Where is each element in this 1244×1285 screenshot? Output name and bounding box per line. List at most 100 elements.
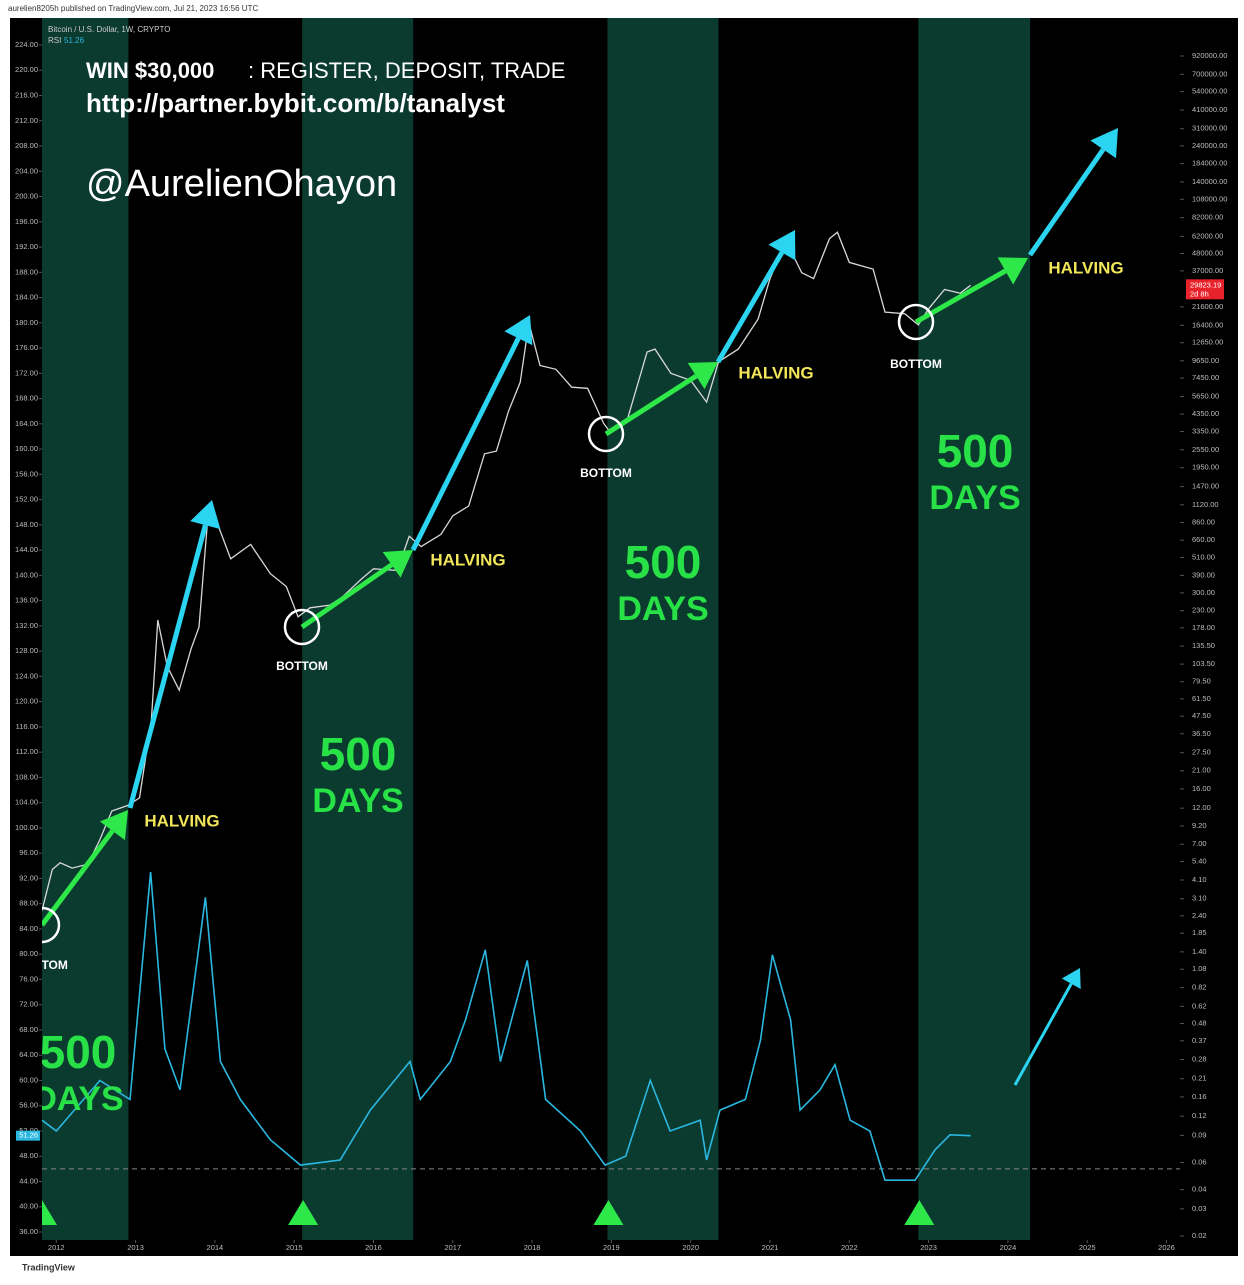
y2-tick-label: 7.00 — [1192, 839, 1207, 848]
arrow-shaft — [410, 337, 521, 552]
y2-tick-label: 4350.00 — [1192, 409, 1219, 418]
y-tick-label: 48.00 — [19, 1151, 38, 1160]
y2-tick-label: 0.16 — [1192, 1092, 1207, 1101]
annotation: 500 — [625, 536, 702, 588]
annotation: BOTTOM — [890, 357, 942, 371]
y2-tick-label: 0.21 — [1192, 1074, 1207, 1083]
y2-tick-label: 390.00 — [1192, 570, 1215, 579]
x-tick-label: 2020 — [682, 1243, 699, 1252]
y2-tick-label: 103.50 — [1192, 659, 1215, 668]
y2-tick-label: 4.10 — [1192, 875, 1207, 884]
y-tick-label: 160.00 — [15, 444, 38, 453]
y-tick-label: 168.00 — [15, 394, 38, 403]
y2-tick-label: 178.00 — [1192, 623, 1215, 632]
y-tick-label: 172.00 — [15, 368, 38, 377]
price-tag-label: 29823.19 — [1190, 280, 1221, 289]
promo: WIN $30,000 — [86, 58, 214, 83]
arrow-head — [1090, 128, 1118, 159]
y2-tick-label: 0.04 — [1192, 1185, 1207, 1194]
arrow-shaft — [42, 829, 115, 927]
y2-tick-label: 860.00 — [1192, 517, 1215, 526]
annotation: DAYS — [617, 590, 708, 628]
y2-tick-label: 184000.00 — [1192, 159, 1227, 168]
y-tick-label: 36.00 — [19, 1227, 38, 1236]
y2-tick-label: 16.00 — [1192, 784, 1211, 793]
watermark: aurelien8205h published on TradingView.c… — [8, 4, 258, 13]
y2-tick-label: 1.08 — [1192, 964, 1207, 973]
arrow-head — [1061, 968, 1081, 989]
x-tick-label: 2015 — [286, 1243, 303, 1252]
countdown: 2d 8h — [1190, 289, 1209, 298]
y-tick-label: 44.00 — [19, 1176, 38, 1185]
arrow-head — [190, 500, 221, 530]
y2-tick-label: 3.10 — [1192, 894, 1207, 903]
y-tick-label: 144.00 — [15, 545, 38, 554]
x-tick-label: 2022 — [841, 1243, 858, 1252]
y-tick-label: 116.00 — [16, 722, 38, 731]
x-tick-label: 2012 — [48, 1243, 65, 1252]
highlight-band — [302, 18, 414, 1240]
y2-tick-label: 700000.00 — [1192, 69, 1227, 78]
symbol-label: Bitcoin / U.S. Dollar, 1W, CRYPTO — [48, 25, 170, 34]
y2-tick-label: 1470.00 — [1192, 482, 1219, 491]
annotation: 500 — [320, 728, 397, 780]
y2-tick-label: 16400.00 — [1192, 320, 1223, 329]
y2-tick-label: 5.40 — [1192, 857, 1207, 866]
annotation: HALVING — [738, 363, 813, 382]
y2-tick-label: 2.40 — [1192, 911, 1207, 920]
y-tick-label: 124.00 — [15, 671, 38, 680]
highlight-band — [42, 18, 129, 1240]
rsi-tag-label: 51.26 — [19, 1131, 38, 1140]
annotation: DAYS — [312, 782, 403, 820]
y2-tick-label: 0.62 — [1192, 1001, 1207, 1010]
y-tick-label: 40.00 — [19, 1202, 38, 1211]
y-tick-label: 112.00 — [16, 747, 38, 756]
y2-tick-label: 7450.00 — [1192, 373, 1219, 382]
y-tick-label: 148.00 — [15, 520, 38, 529]
x-tick-label: 2018 — [524, 1243, 541, 1252]
series-line — [42, 231, 971, 911]
y-tick-label: 64.00 — [19, 1050, 38, 1059]
y2-tick-label: 0.09 — [1192, 1130, 1207, 1139]
y2-tick-label: 410000.00 — [1192, 105, 1227, 114]
y2-tick-label: 27.50 — [1192, 748, 1211, 757]
y2-tick-label: 920000.00 — [1192, 51, 1227, 60]
y2-tick-label: 21600.00 — [1192, 302, 1223, 311]
annotation: BOTTOM — [580, 466, 632, 480]
x-tick-label: 2017 — [444, 1243, 461, 1252]
x-tick-label: 2021 — [762, 1243, 779, 1252]
y-tick-label: 176.00 — [15, 343, 38, 352]
y2-tick-label: 140000.00 — [1192, 177, 1227, 186]
y2-tick-label: 12650.00 — [1192, 338, 1223, 347]
y2-tick-label: 135.50 — [1192, 641, 1215, 650]
y-tick-label: 196.00 — [15, 217, 38, 226]
y2-tick-label: 1.85 — [1192, 928, 1207, 937]
annotation: HALVING — [1048, 258, 1123, 277]
y2-tick-label: 108000.00 — [1192, 194, 1227, 203]
y2-tick-label: 12.00 — [1192, 803, 1211, 812]
y-tick-label: 72.00 — [19, 1000, 38, 1009]
annotation: DAYS — [32, 1080, 123, 1118]
annotation: BOTTOM — [276, 659, 328, 673]
y2-tick-label: 660.00 — [1192, 535, 1215, 544]
annotation: DAYS — [929, 479, 1020, 517]
y2-tick-label: 37000.00 — [1192, 266, 1223, 275]
y2-tick-label: 240000.00 — [1192, 141, 1227, 150]
y2-tick-label: 0.02 — [1192, 1231, 1207, 1240]
arrow-head — [997, 257, 1028, 285]
y2-tick-label: 0.28 — [1192, 1054, 1207, 1063]
y2-tick-label: 47.50 — [1192, 711, 1211, 720]
annotation: 500 — [40, 1026, 117, 1078]
y2-tick-label: 9.20 — [1192, 821, 1207, 830]
y2-tick-label: 3350.00 — [1192, 427, 1219, 436]
rsi-value: 51.26 — [64, 36, 85, 45]
highlight-band — [918, 18, 1031, 1240]
annotation: 500 — [937, 425, 1014, 477]
y2-tick-label: 9650.00 — [1192, 356, 1219, 365]
promo-detail: : REGISTER, DEPOSIT, TRADE — [248, 58, 565, 83]
y-tick-label: 104.00 — [15, 798, 38, 807]
y-tick-label: 92.00 — [19, 873, 38, 882]
y-tick-label: 152.00 — [15, 495, 38, 504]
y2-tick-label: 2550.00 — [1192, 445, 1219, 454]
